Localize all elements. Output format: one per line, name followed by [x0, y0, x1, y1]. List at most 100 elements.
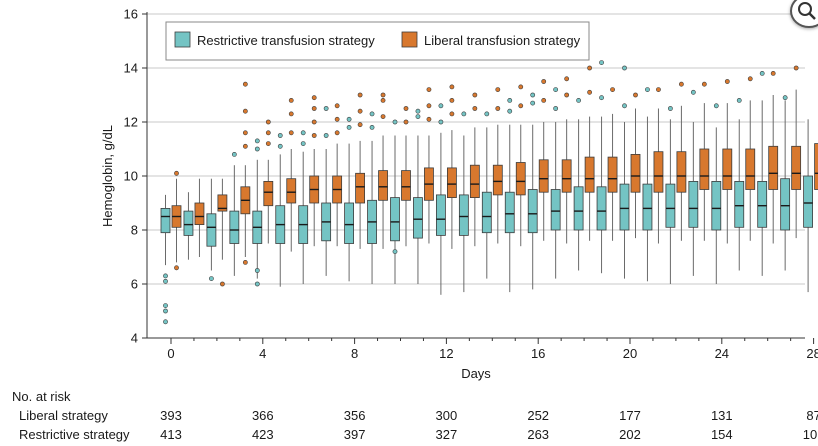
outlier-point [793, 65, 799, 71]
y-tick-label: 14 [124, 61, 138, 76]
outlier-point [415, 108, 421, 114]
iqr-box [653, 151, 664, 193]
outlier-point [736, 98, 742, 103]
iqr-box [814, 143, 818, 190]
outlier-point [311, 133, 317, 138]
y-tick-label: 16 [124, 7, 138, 22]
outlier-point [747, 76, 753, 82]
outlier-point [484, 111, 490, 117]
risk-count: 131 [711, 408, 733, 423]
liberal-box [814, 143, 818, 190]
outlier-point [392, 119, 398, 125]
iqr-box [194, 202, 205, 226]
restrictive-box [573, 98, 584, 271]
restrictive-box [734, 98, 745, 271]
risk-count: 356 [344, 408, 366, 423]
iqr-box [413, 197, 423, 239]
x-tick-label: 12 [439, 346, 453, 361]
outlier-point [645, 87, 650, 92]
iqr-box [229, 210, 240, 244]
restrictive-box [527, 92, 538, 290]
risk-row-label: Liberal strategy [19, 408, 108, 423]
legend-label-restrictive: Restrictive transfusion strategy [197, 33, 375, 48]
iqr-box [344, 202, 355, 244]
risk-count: 413 [160, 427, 182, 442]
iqr-box [757, 180, 768, 228]
liberal-box [768, 71, 779, 244]
outlier-point [163, 319, 168, 325]
iqr-box [435, 194, 446, 236]
outlier-point [369, 111, 375, 117]
outlier-point [656, 87, 661, 92]
outlier-point [254, 268, 260, 273]
outlier-point [599, 95, 604, 101]
iqr-box [768, 145, 779, 190]
iqr-box [378, 170, 388, 201]
iqr-box [642, 183, 653, 231]
y-tick-label: 12 [124, 115, 138, 130]
outlier-point [541, 98, 547, 103]
risk-count: 366 [252, 408, 274, 423]
legend-label-liberal: Liberal transfusion strategy [424, 33, 581, 48]
outlier-point [380, 98, 386, 103]
restrictive-box [642, 87, 653, 282]
risk-count: 423 [252, 427, 274, 442]
outlier-point [438, 103, 444, 109]
outlier-point [759, 71, 765, 76]
iqr-box [699, 148, 710, 190]
liberal-box [676, 81, 687, 241]
outlier-point [782, 95, 788, 101]
risk-count: 87 [806, 408, 818, 423]
x-axis-title: Days [461, 366, 491, 381]
restrictive-box [252, 138, 263, 287]
outlier-point [265, 141, 271, 146]
outlier-point [564, 92, 570, 98]
restrictive-box [298, 130, 309, 284]
outlier-point [461, 111, 467, 117]
outlier-point [277, 143, 283, 149]
outlier-point [288, 130, 294, 136]
risk-count: 101 [803, 427, 818, 442]
outlier-point [369, 125, 375, 130]
outlier-point [713, 103, 719, 109]
x-tick-label: 0 [167, 346, 174, 361]
outlier-point [622, 103, 627, 109]
outlier-point [346, 125, 352, 130]
x-tick-label: 28 [806, 346, 818, 361]
liberal-box [240, 81, 251, 265]
risk-count: 300 [436, 408, 458, 423]
outlier-point [403, 119, 409, 125]
liberal-box [722, 79, 733, 244]
outlier-point [219, 281, 225, 287]
outlier-point [174, 265, 179, 271]
liberal-box [424, 87, 434, 244]
outlier-point [357, 108, 363, 114]
iqr-box [665, 183, 676, 228]
restrictive-box [596, 60, 607, 274]
iqr-box [596, 186, 607, 231]
outlier-point [242, 130, 248, 136]
outlier-point [507, 98, 513, 103]
outlier-point [553, 87, 559, 92]
liberal-box [332, 103, 343, 247]
outlier-point [174, 170, 179, 176]
restrictive-box [344, 116, 355, 282]
iqr-box [160, 207, 171, 234]
outlier-point [380, 92, 386, 98]
restrictive-box [619, 65, 630, 279]
liberal-box [561, 76, 572, 244]
outlier-point [541, 79, 547, 84]
iqr-box [538, 159, 549, 193]
outlier-point [599, 60, 604, 65]
liberal-box [607, 87, 618, 241]
restrictive-box [275, 133, 286, 287]
iqr-box [561, 159, 572, 193]
risk-count: 154 [711, 427, 733, 442]
outlier-point [438, 119, 444, 125]
iqr-box [401, 170, 411, 201]
iqr-box [734, 180, 745, 228]
outlier-point [288, 98, 294, 103]
outlier-point [449, 84, 455, 90]
outlier-point [208, 276, 214, 281]
